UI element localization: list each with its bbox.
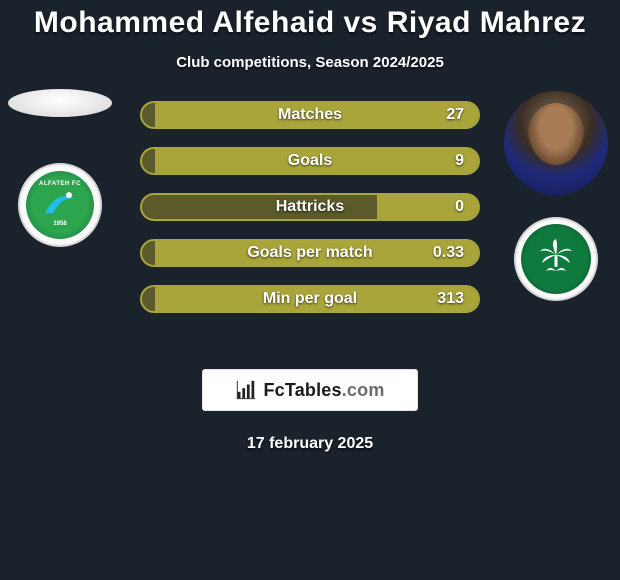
brand-suffix: .com [342, 380, 385, 400]
stat-bar-fill [155, 103, 478, 127]
comparison-date: 17 february 2025 [0, 435, 620, 453]
fctables-logo: FcTables.com [202, 369, 418, 411]
palm-tree-icon [536, 237, 576, 277]
fctables-logo-text: FcTables.com [263, 380, 384, 401]
alfateh-swoosh-icon [39, 183, 81, 225]
left-club-badge-year: 1958 [53, 221, 66, 227]
right-club-badge [514, 217, 598, 301]
stat-bar-row: Goals per match0.33 [140, 239, 480, 267]
stat-bar-fill [155, 149, 478, 173]
page-title: Mohammed Alfehaid vs Riyad Mahrez [0, 0, 620, 40]
stat-bar-row: Matches27 [140, 101, 480, 129]
page-subtitle: Club competitions, Season 2024/2025 [0, 54, 620, 71]
left-player-photo-placeholder [8, 89, 112, 117]
comparison-area: ALFATEH FC 1958 [0, 99, 620, 359]
left-club-badge: ALFATEH FC 1958 [18, 163, 102, 247]
stat-bar-fill [377, 195, 478, 219]
brand-name: FcTables [263, 380, 341, 400]
stat-bar-row: Goals9 [140, 147, 480, 175]
stat-bar-row: Min per goal313 [140, 285, 480, 313]
stat-bar-row: Hattricks0 [140, 193, 480, 221]
stat-bar-fill [155, 241, 478, 265]
left-player-column: ALFATEH FC 1958 [8, 89, 112, 247]
stat-bars: Matches27 Goals9 Hattricks0 Goals per match… [140, 101, 480, 331]
right-player-column [504, 91, 608, 301]
right-player-photo [504, 91, 608, 195]
stat-bar-fill [155, 287, 478, 311]
bar-chart-icon [235, 379, 257, 401]
